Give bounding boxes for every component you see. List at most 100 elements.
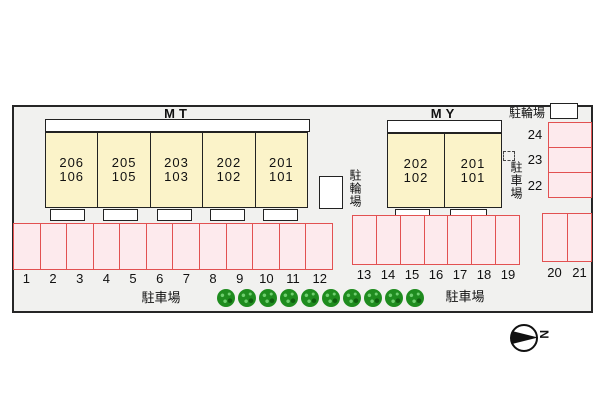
room-number-upper: 201: [268, 155, 294, 170]
tree-icon: [406, 289, 424, 307]
dashed-utility-box: [503, 151, 515, 161]
parking-stall-number: 12: [312, 270, 327, 286]
parking-stall-number: 17: [452, 266, 468, 282]
parking-stall-number: 24: [527, 127, 543, 143]
bicycle-parking-label: 駐輪場: [348, 169, 362, 208]
parking-side-label: 駐車場: [509, 161, 523, 200]
parking-row2-numbers: 13 14 15 16 17 18 19: [352, 266, 520, 282]
parking-stall: [399, 216, 424, 264]
parking-stall: [305, 224, 332, 269]
room-unit: 203 103: [149, 133, 202, 207]
parking-stall-number: 8: [209, 270, 217, 286]
parking-stall: [353, 216, 376, 264]
room-number-upper: 202: [403, 155, 429, 171]
parking-stall-number: 14: [380, 266, 396, 282]
room-number-lower: 102: [403, 169, 429, 185]
parking-stall-number: 4: [102, 270, 110, 286]
parking-stall-number: 15: [404, 266, 420, 282]
room-unit: 202 102: [388, 134, 444, 207]
tree-icon: [364, 289, 382, 307]
parking-stall-number: 21: [572, 264, 587, 280]
tree-icon: [238, 289, 256, 307]
tree-icon: [280, 289, 298, 307]
parking-stall-number: 2: [49, 270, 57, 286]
parking-stall: [423, 216, 448, 264]
parking-stall: [119, 224, 146, 269]
parking-stall: [225, 224, 253, 269]
parking-stall: [252, 224, 279, 269]
building-mt-label: MT: [164, 106, 191, 121]
room-number-lower: 105: [111, 169, 137, 184]
parking-stall-number: 5: [129, 270, 137, 286]
room-number-lower: 101: [460, 169, 486, 185]
tree-icon: [385, 289, 403, 307]
room-number-upper: 201: [460, 155, 486, 171]
parking-lot-right-label: 駐車場: [445, 289, 485, 304]
parking-stall-number: 16: [428, 266, 444, 282]
parking-stall-number: 6: [156, 270, 164, 286]
parking-stall-number: 22: [527, 177, 543, 193]
room-number-upper: 205: [111, 155, 137, 170]
parking-stall: [278, 224, 306, 269]
building-my-corridor: [387, 120, 502, 133]
room-number-lower: 103: [164, 169, 189, 184]
parking-stall-number: 10: [259, 270, 274, 286]
tree-icon: [343, 289, 361, 307]
parking-stall: [375, 216, 400, 264]
entrance-porch: [210, 209, 245, 221]
room-unit: 201 101: [444, 134, 501, 207]
tree-row: [217, 289, 424, 307]
parking-stall: [199, 224, 226, 269]
parking-stall-number: 7: [182, 270, 190, 286]
tree-icon: [322, 289, 340, 307]
parking-stall: [447, 216, 471, 264]
parking-stall: [549, 172, 591, 197]
parking-row2-stalls: [352, 215, 520, 265]
tree-icon: [259, 289, 277, 307]
entrance-porch: [103, 209, 138, 221]
entrance-porch: [157, 209, 192, 221]
entrance-porch: [50, 209, 85, 221]
parking-stall-number: 9: [236, 270, 244, 286]
parking-stall-number: 1: [22, 270, 30, 286]
parking-stall: [145, 224, 173, 269]
parking-stall: [471, 216, 495, 264]
room-unit: 206 106: [46, 133, 97, 207]
parking-row1-stalls: [13, 223, 333, 270]
room-number-lower: 106: [59, 169, 85, 184]
bicycle-parking-top-box: [550, 103, 578, 119]
parking-right-stalls: [548, 122, 592, 198]
room-number-upper: 202: [216, 155, 242, 170]
bicycle-parking-top-label: 駐輪場: [508, 106, 545, 120]
parking-stall-number: 13: [356, 266, 372, 282]
parking-stall: [39, 224, 67, 269]
parking-stall-number: 11: [286, 270, 300, 286]
room-unit: 205 105: [97, 133, 149, 207]
room-number-lower: 101: [268, 169, 294, 184]
parking-stall: [66, 224, 93, 269]
parking-stall-number: 18: [476, 266, 492, 282]
parking-stall: [172, 224, 199, 269]
parking-stall-number: 3: [76, 270, 84, 286]
parking-lot-left-label: 駐車場: [141, 290, 181, 305]
parking-stall-number: 20: [547, 264, 562, 280]
parking-right-numbers: 24 23 22: [524, 122, 546, 198]
parking-stall: [549, 123, 591, 147]
building-my-rooms: 202 102 201 101: [387, 133, 502, 208]
tree-icon: [301, 289, 319, 307]
parking-stall: [14, 224, 40, 269]
building-my-label: MY: [430, 106, 459, 121]
building-mt-corridor: [45, 119, 310, 132]
building-mt-rooms: 206 106 205 105 203 103 202 102 201 101: [45, 132, 308, 208]
room-number-upper: 206: [59, 155, 85, 170]
bicycle-parking-box: [319, 176, 343, 209]
compass-north-label: N: [537, 330, 551, 339]
parking-stall: [495, 216, 519, 264]
entrance-porch: [263, 209, 298, 221]
parking-row3-stalls: [542, 213, 592, 262]
parking-stall-number: 19: [500, 266, 516, 282]
room-unit: 201 101: [254, 133, 307, 207]
parking-stall-number: 23: [527, 152, 543, 168]
room-number-lower: 102: [216, 169, 242, 184]
